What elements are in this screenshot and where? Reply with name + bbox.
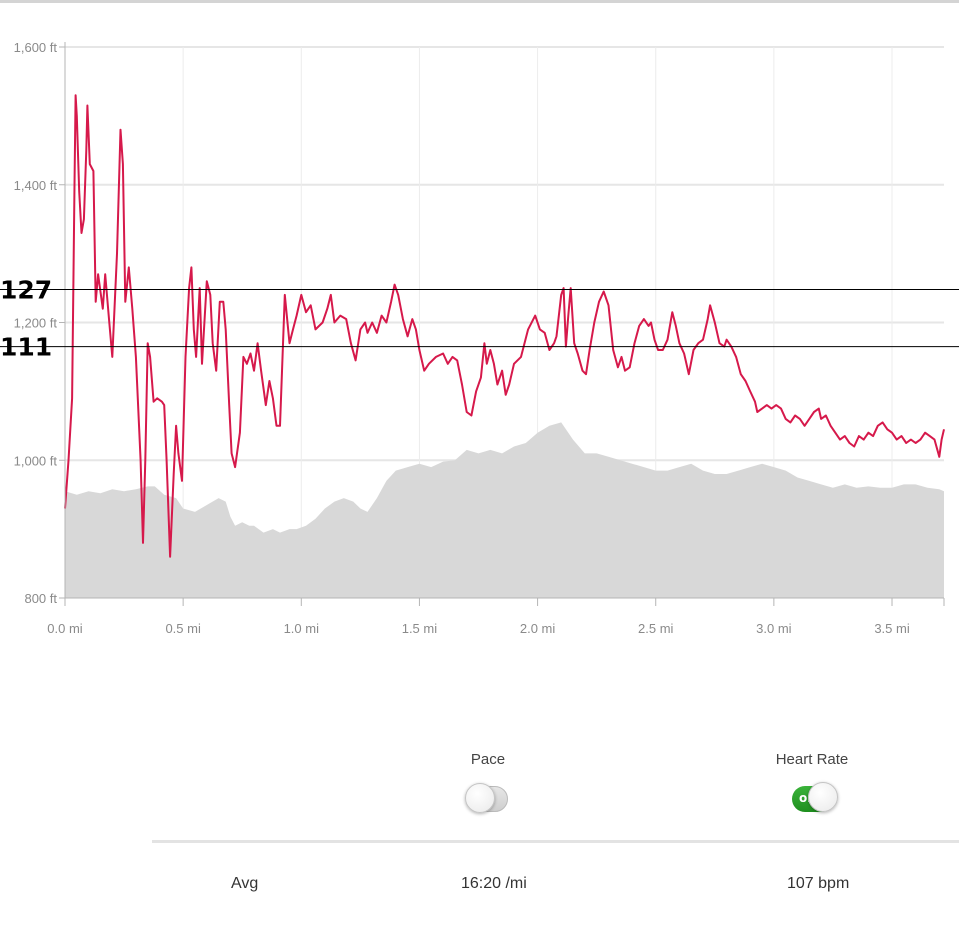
x-tick-label: 2.5 mi [638, 621, 674, 636]
x-tick-label: 0.0 mi [47, 621, 83, 636]
x-tick-label: 1.0 mi [284, 621, 320, 636]
avg-heart-rate-value: 107 bpm [787, 875, 850, 892]
toggle-knob [808, 782, 838, 812]
reference-lines: 127 111 [0, 275, 959, 362]
elevation-heartrate-chart: 1,600 ft 1,400 ft 1,200 ft 1,000 ft 800 ft 0… [0, 40, 959, 636]
pace-toggle[interactable] [465, 783, 508, 813]
y-tick-label: 1,200 ft [14, 316, 58, 331]
stats-divider [152, 840, 959, 843]
x-tick-label: 3.0 mi [756, 621, 792, 636]
x-tick-label: 2.0 mi [520, 621, 556, 636]
y-tick-label: 1,600 ft [14, 40, 58, 55]
toggle-knob [465, 783, 495, 813]
x-tick-label: 1.5 mi [402, 621, 438, 636]
y-tick-label: 1,400 ft [14, 178, 58, 193]
elevation-area [65, 422, 944, 598]
heart-rate-line [64, 94, 945, 558]
avg-label: Avg [231, 875, 259, 892]
heart-rate-toggle-label: Heart Rate [775, 751, 849, 768]
y-tick-label: 800 ft [24, 591, 57, 606]
heart-rate-toggle[interactable]: on [792, 782, 838, 812]
chart-axes [64, 42, 944, 599]
x-tick-label: 0.5 mi [165, 621, 201, 636]
reference-line-label: 127 [0, 275, 52, 304]
reference-line-label: 111 [0, 333, 52, 362]
x-tick-label: 3.5 mi [874, 621, 910, 636]
y-tick-label: 1,000 ft [14, 453, 58, 468]
avg-pace-value: 16:20 /mi [461, 875, 527, 892]
top-border [0, 0, 959, 3]
y-axis-ticks: 1,600 ft 1,400 ft 1,200 ft 1,000 ft 800 ft [14, 40, 65, 606]
pace-toggle-label: Pace [470, 751, 506, 768]
x-axis-ticks: 0.0 mi 0.5 mi 1.0 mi 1.5 mi 2.0 mi 2.5 mi 3.0 … [47, 598, 945, 636]
